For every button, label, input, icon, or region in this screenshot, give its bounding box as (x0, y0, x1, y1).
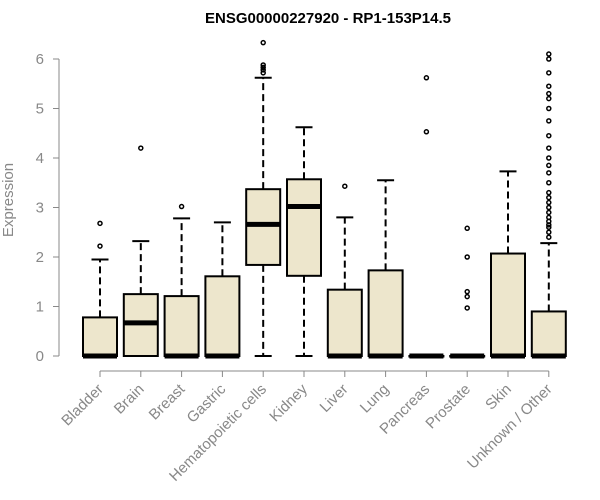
outlier-point (546, 199, 552, 206)
outlier-point (546, 56, 552, 62)
outlier-point (546, 83, 552, 89)
outlier-point (464, 225, 470, 232)
outlier-point (546, 209, 552, 216)
outlier-point (546, 170, 552, 176)
outlier-point (546, 155, 552, 161)
box (82, 316, 118, 358)
box-group (449, 225, 486, 359)
x-tick-label: Brain (111, 381, 148, 418)
outlier-point (546, 180, 552, 186)
outlier-point (546, 194, 552, 201)
outlier-point (464, 288, 470, 295)
x-tick-label: Kidney (266, 380, 311, 425)
outlier-point (546, 145, 552, 151)
box (326, 288, 363, 358)
outlier-point (546, 204, 552, 211)
y-tick-label: 0 (36, 348, 44, 365)
y-tick-label: 3 (36, 200, 44, 217)
outlier-point (546, 118, 552, 124)
box (245, 188, 282, 266)
box (204, 275, 241, 357)
box (367, 269, 404, 357)
y-tick-label: 5 (36, 101, 44, 118)
box-group (82, 220, 118, 359)
outlier-point (260, 70, 266, 76)
outlier-point (260, 67, 266, 73)
boxes (82, 39, 567, 359)
outlier-point (464, 293, 470, 300)
outlier-point (260, 64, 266, 71)
outlier-point (546, 132, 552, 139)
outlier-point (546, 234, 552, 240)
outlier-point (546, 162, 552, 169)
outlier-point (260, 62, 266, 68)
box (530, 310, 567, 358)
outlier-point (464, 254, 470, 260)
box-group (367, 179, 404, 359)
outlier-point (546, 105, 552, 112)
box (163, 295, 200, 358)
box-group (163, 203, 200, 359)
box (490, 252, 526, 357)
outlier-point (546, 90, 552, 97)
outlier-point (546, 70, 552, 76)
y-tick-label: 1 (36, 299, 44, 316)
outlier-point (97, 243, 103, 249)
x-tick-label: Bladder (58, 381, 107, 430)
outlier-point (546, 189, 552, 196)
y-tick-label: 2 (36, 249, 44, 266)
box-group (204, 221, 241, 359)
x-tick-label: Lung (357, 381, 393, 417)
outlier-point (423, 129, 430, 135)
box-group (490, 170, 526, 359)
box-group (286, 126, 322, 357)
chart-title: ENSG00000227920 - RP1-153P14.5 (205, 10, 451, 27)
outlier-point (178, 203, 185, 210)
outlier-point (546, 229, 552, 235)
x-tick-label: Breast (146, 380, 189, 423)
outlier-point (342, 183, 348, 189)
box-group (245, 39, 282, 357)
outlier-point (546, 95, 552, 102)
y-axis-label: Expression (0, 163, 17, 237)
box (286, 178, 322, 277)
y-tick-label: 6 (36, 51, 44, 68)
outlier-point (464, 305, 470, 311)
outlier-point (546, 214, 552, 221)
box-group (326, 183, 363, 359)
box-group (408, 75, 445, 359)
outlier-point (97, 220, 103, 227)
outlier-point (423, 75, 430, 81)
x-tick-label: Skin (482, 381, 515, 414)
outlier-point (138, 145, 144, 151)
x-tick-label: Liver (317, 381, 352, 416)
outlier-point (546, 224, 552, 231)
outlier-point (546, 51, 552, 57)
box-group (530, 51, 567, 359)
outlier-point (260, 39, 266, 46)
x-tick-label: Prostate (422, 381, 474, 433)
y-tick-label: 4 (36, 150, 44, 167)
box-group (122, 145, 159, 357)
